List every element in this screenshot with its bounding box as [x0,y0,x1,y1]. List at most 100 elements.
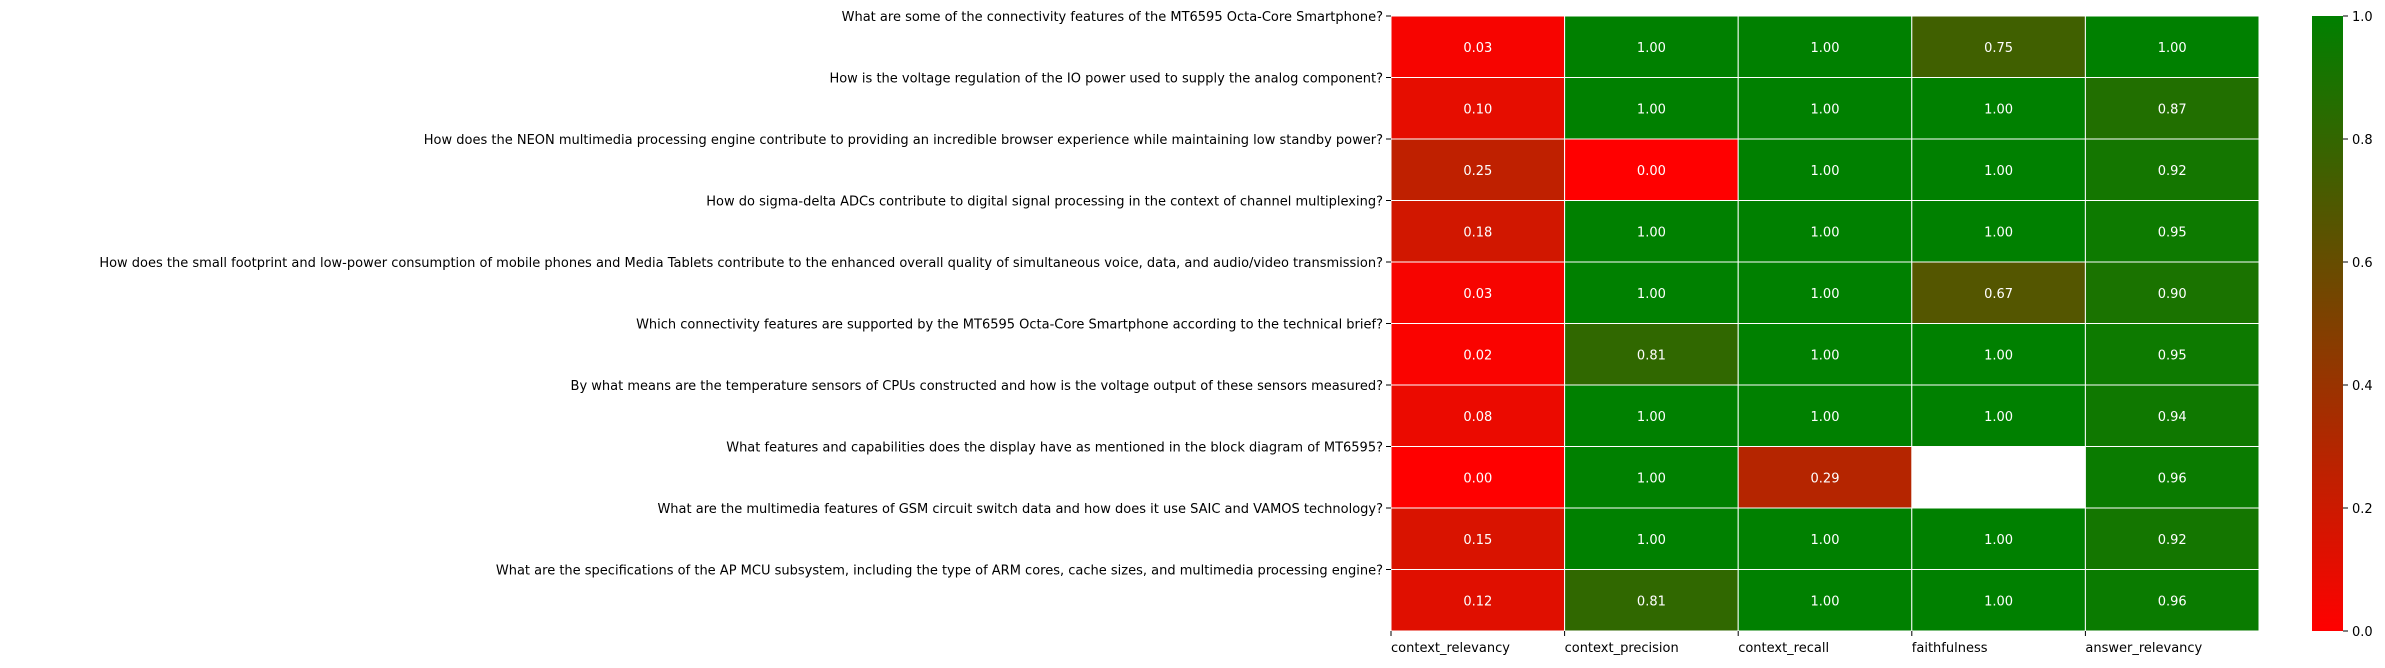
cell-value-label: 0.95 [2158,225,2187,240]
heatmap-cell [1911,384,2086,447]
heatmap-cell [2084,77,2260,140]
heatmap-cell [1390,200,1566,263]
heatmap-cell [1911,15,2086,78]
cell-value-label: 0.03 [1463,41,1492,56]
cell-value-label: 1.00 [1637,41,1666,56]
cell-value-label: 0.15 [1463,533,1492,548]
cell-value-label: 1.00 [1811,164,1840,179]
row-label: Which connectivity features are supporte… [636,318,1383,333]
cell-value-label: 0.08 [1463,410,1492,425]
heatmap-cell [1564,261,1739,324]
cell-value-label: 1.00 [2158,41,2187,56]
cell-value-label: 1.00 [1637,225,1666,240]
row-label: How is the voltage regulation of the IO … [829,72,1383,87]
cell-value-label: 1.00 [1637,102,1666,117]
cell-value-label: 1.00 [1637,471,1666,486]
cell-value-label: 1.00 [1984,410,2013,425]
cell-value-label: 0.92 [2158,533,2187,548]
heatmap-cell [1390,446,1566,509]
heatmap-cell [2084,15,2260,78]
cell-value-label: 0.81 [1637,594,1666,609]
cell-value-label: 0.75 [1984,41,2013,56]
heatmap-cell [1564,569,1739,632]
heatmap-cell [1564,323,1739,386]
row-label: What are some of the connectivity featur… [842,10,1383,25]
cell-value-label: 0.02 [1463,348,1492,363]
colorbar-gradient [2312,16,2343,631]
cell-value-label: 0.67 [1984,287,2013,302]
heatmap-cell [1737,446,1913,509]
heatmap-cell [2084,261,2260,324]
heatmap-cell [1737,323,1913,386]
heatmap-cell [1390,77,1566,140]
cell-value-label: 0.87 [2158,102,2187,117]
cell-value-label: 0.96 [2158,471,2187,486]
row-label: How does the small footprint and low-pow… [99,256,1383,271]
heatmap-cell [2084,446,2260,509]
heatmap-cell [1737,138,1913,201]
column-label: context_recall [1738,641,1829,656]
row-label: How do sigma-delta ADCs contribute to di… [706,195,1383,210]
cell-value-label: 1.00 [1637,533,1666,548]
heatmap-cell [1564,15,1739,78]
heatmap-cell [1390,507,1566,570]
heatmap-cell [1564,200,1739,263]
cell-value-label: 0.81 [1637,348,1666,363]
cell-value-label: 0.29 [1811,471,1840,486]
row-labels: What are some of the connectivity featur… [99,10,1391,579]
heatmap-cell [1911,507,2086,570]
cell-value-label: 1.00 [1984,533,2013,548]
heatmap-cell [1564,138,1739,201]
cell-value-label: 1.00 [1637,287,1666,302]
heatmap-cell [1390,261,1566,324]
colorbar-tick-label: 0.4 [2352,379,2373,394]
cell-value-label: 1.00 [1984,102,2013,117]
heatmap-cell [1737,507,1913,570]
heatmap-cells: 0.03 1.00 1.00 0.75 1.00 0.10 1.00 1.00 1.00 0.87… [1390,15,2260,632]
cell-value-label: 0.18 [1463,225,1492,240]
heatmap-cell [1737,200,1913,263]
colorbar-tick-label: 0.6 [2352,256,2373,271]
heatmap-cell [1911,138,2086,201]
cell-value-label: 1.00 [1811,225,1840,240]
heatmap-cell [2084,138,2260,201]
heatmap-cell [2084,323,2260,386]
column-label: context_relevancy [1391,641,1510,656]
heatmap-cell [1390,569,1566,632]
heatmap-cell [1737,569,1913,632]
cell-value-label: 1.00 [1984,348,2013,363]
cell-value-label: 1.00 [1811,594,1840,609]
row-label: What are the multimedia features of GSM … [657,502,1383,517]
heatmap-cell [2084,200,2260,263]
heatmap-cell [2084,507,2260,570]
heatmap-cell [1390,384,1566,447]
heatmap-cell [1737,15,1913,78]
cell-value-label: 0.03 [1463,287,1492,302]
heatmap-cell [1911,200,2086,263]
column-label: context_precision [1565,641,1679,656]
heatmap-cell [1737,77,1913,140]
cell-value-label: 1.00 [1811,41,1840,56]
heatmap-cell [2084,569,2260,632]
cell-value-label: 0.92 [2158,164,2187,179]
colorbar-tick-label: 0.8 [2352,133,2373,148]
colorbar-tick-label: 1.0 [2352,10,2373,25]
cell-value-label: 1.00 [1811,348,1840,363]
colorbar-tick-label: 0.2 [2352,502,2373,517]
cell-value-label: 0.00 [1463,471,1492,486]
cell-value-label: 0.00 [1637,164,1666,179]
cell-value-label: 0.96 [2158,594,2187,609]
heatmap-cell [1564,446,1739,509]
heatmap-cell [1911,323,2086,386]
cell-value-label: 0.10 [1463,102,1492,117]
cell-value-label: 1.00 [1984,164,2013,179]
cell-value-label: 0.12 [1463,594,1492,609]
column-labels: context_relevancy context_precision contex… [1390,631,2203,656]
cell-value-label: 1.00 [1984,225,2013,240]
column-label: faithfulness [1912,641,1988,656]
cell-value-label: 1.00 [1811,410,1840,425]
cell-value-label: 1.00 [1637,410,1666,425]
cell-value-label: 1.00 [1811,287,1840,302]
cell-value-label: 1.00 [1984,594,2013,609]
